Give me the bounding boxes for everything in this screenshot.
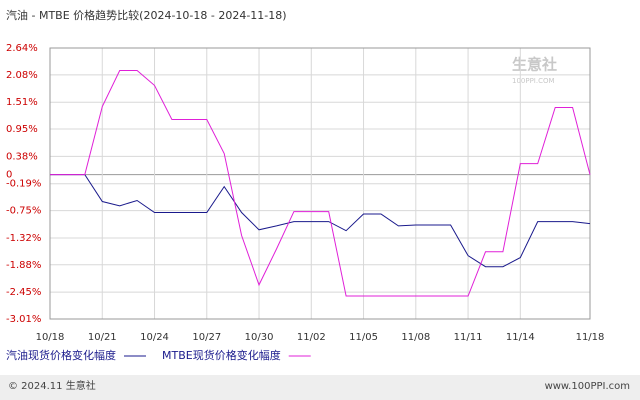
series-line	[50, 70, 591, 297]
plot-frame	[49, 47, 591, 320]
x-tick-label: 10/27	[192, 332, 221, 343]
y-tick-label: -1.32%	[6, 233, 41, 244]
footer-bar	[0, 375, 640, 400]
x-tick-label: 10/18	[36, 332, 65, 343]
y-tick-label: -1.88%	[6, 260, 41, 271]
footer-right: www.100PPI.com	[545, 381, 630, 392]
legend-label: 汽油现货价格变化幅度	[6, 348, 116, 362]
watermark-site: 100PPI.COM	[512, 77, 555, 85]
y-tick-label: 2.08%	[6, 70, 38, 81]
x-tick-label: 10/21	[88, 332, 117, 343]
y-tick-label: -0.19%	[6, 179, 41, 190]
y-tick-label: -3.01%	[6, 314, 41, 325]
x-tick-label: 10/24	[140, 332, 169, 343]
legend-label: MTBE现货价格变化幅度	[162, 348, 281, 362]
y-tick-label: 1.51%	[6, 97, 38, 108]
x-tick-label: 11/02	[297, 332, 326, 343]
y-tick-label: 2.64%	[6, 43, 38, 54]
x-tick-label: 11/08	[401, 332, 430, 343]
y-tick-label: 0.38%	[6, 151, 38, 162]
series-line	[50, 174, 591, 268]
x-tick-label: 11/14	[506, 332, 535, 343]
y-tick-label: -2.45%	[6, 287, 41, 298]
footer-left: © 2024.11 生意社	[8, 379, 96, 392]
y-tick-label: 0.95%	[6, 124, 38, 135]
y-tick-label: -0.75%	[6, 206, 41, 217]
chart-title: 汽油 - MTBE 价格趋势比较(2024-10-18 - 2024-11-18…	[6, 8, 287, 22]
y-tick-label: 0	[6, 170, 12, 181]
watermark-name: 生意社	[512, 56, 557, 74]
x-tick-label: 10/30	[245, 332, 274, 343]
x-tick-label: 11/18	[576, 332, 605, 343]
x-tick-label: 11/05	[349, 332, 378, 343]
x-tick-label: 11/11	[454, 332, 483, 343]
